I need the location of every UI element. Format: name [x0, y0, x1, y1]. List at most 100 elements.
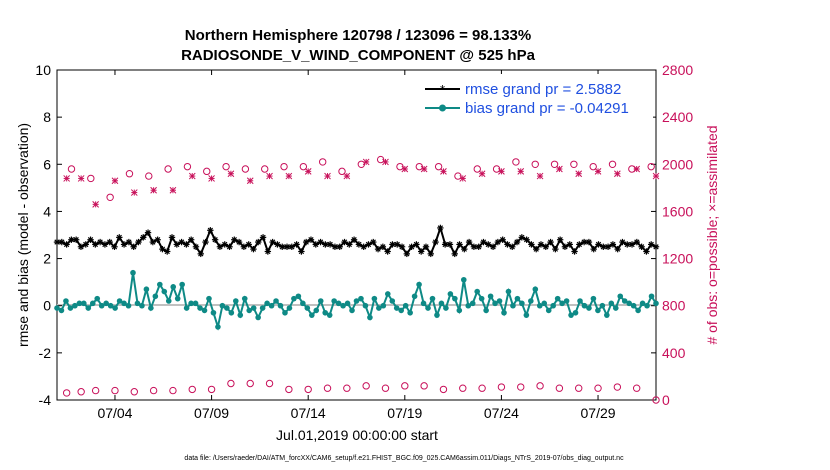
- rmse-point: [480, 238, 487, 246]
- obs-assimilated-marker: [440, 168, 447, 175]
- rmse-point-stroke: [327, 241, 333, 248]
- bias-point: [456, 307, 463, 314]
- rmse-point-stroke: [648, 241, 654, 248]
- obs-possible-marker: [145, 172, 153, 180]
- bias-point: [139, 302, 145, 309]
- bias-point: [201, 307, 208, 314]
- bias-point: [317, 298, 324, 304]
- rmse-point-stroke: [499, 237, 506, 243]
- y2-tick-label: 1600: [662, 203, 693, 219]
- rmse-point-stroke: [78, 244, 84, 250]
- bias-point: [67, 305, 74, 311]
- bias-point: [192, 300, 199, 307]
- bias-point: [76, 300, 83, 307]
- rmse-point-stroke: [586, 239, 592, 245]
- obs-assimilated-marker: [150, 186, 157, 194]
- bias-point: [460, 276, 467, 283]
- rmse-point: [590, 245, 597, 253]
- rmse-point: [274, 241, 281, 248]
- x-axis-label: Jul.01,2019 00:00:00 start: [276, 427, 438, 443]
- rmse-point-stroke: [552, 246, 559, 252]
- rmse-point: [350, 236, 358, 243]
- rmse-point-stroke: [107, 239, 113, 245]
- bias-point: [349, 307, 355, 314]
- rmse-point-stroke: [614, 246, 621, 252]
- bias-point: [519, 300, 525, 307]
- rmse-point-stroke: [629, 241, 635, 248]
- obs-assimilated-marker: [498, 168, 505, 175]
- bias-point: [353, 298, 360, 304]
- obs-possible-marker: [338, 167, 346, 176]
- rmse-point-stroke: [87, 237, 94, 243]
- rmse-point-stroke: [591, 246, 597, 252]
- rmse-point: [408, 243, 415, 250]
- bias-point: [501, 309, 507, 316]
- bias-point: [599, 302, 606, 309]
- rmse-point: [556, 236, 564, 243]
- bias-point: [58, 307, 65, 314]
- rmse-point: [96, 238, 104, 246]
- bias-point: [434, 312, 440, 318]
- rmse-point-stroke: [456, 241, 463, 248]
- rmse-point-stroke: [159, 246, 166, 252]
- rmse-point: [604, 243, 612, 250]
- rmse-point-stroke: [92, 241, 99, 248]
- bias-point: [228, 309, 235, 316]
- bias-point: [112, 305, 118, 311]
- obs-possible-marker: [632, 384, 641, 392]
- y-axis-label: rmse and bias (model - observation): [15, 123, 31, 347]
- bias-point: [510, 302, 516, 309]
- bias-point: [478, 295, 485, 302]
- rmse-point-stroke: [150, 239, 156, 245]
- bias-point: [416, 281, 422, 288]
- obs-possible-marker: [261, 165, 269, 173]
- obs-possible-marker: [575, 384, 583, 392]
- rmse-point: [609, 241, 617, 248]
- obs-assimilated-marker: [401, 165, 409, 173]
- rmse-point: [288, 243, 296, 250]
- rmse-point-stroke: [202, 239, 209, 245]
- rmse-point: [197, 250, 204, 258]
- rmse-point: [116, 234, 123, 241]
- bias-point: [340, 302, 346, 309]
- rmse-point: [518, 234, 526, 241]
- rmse-point: [652, 243, 660, 250]
- rmse-point: [417, 248, 425, 255]
- rmse-point-stroke: [567, 241, 573, 248]
- legend: * rmse grand pr = 2.5882 bias grand pr =…: [421, 74, 653, 118]
- obs-possible-marker: [280, 162, 288, 171]
- bias-point: [443, 305, 449, 311]
- obs-possible-marker: [497, 383, 506, 391]
- obs-possible-marker: [652, 396, 660, 404]
- bias-point: [335, 300, 342, 307]
- obs-possible-marker: [285, 385, 293, 394]
- bias-point: [621, 298, 628, 304]
- rmse-point-stroke: [222, 241, 228, 248]
- rmse-point: [485, 241, 492, 248]
- bias-point: [161, 288, 168, 295]
- rmse-point: [259, 234, 267, 241]
- obs-possible-marker: [203, 167, 211, 176]
- rmse-point: [370, 238, 377, 246]
- bias-point: [116, 298, 123, 304]
- x-tick-label: 07/04: [97, 405, 132, 421]
- rmse-point: [355, 241, 363, 248]
- rmse-point-stroke: [624, 241, 630, 248]
- obs-assimilated-marker: [130, 189, 138, 196]
- obs-possible-marker: [299, 162, 308, 171]
- rmse-point-stroke: [308, 237, 314, 243]
- rmse-point-stroke: [365, 241, 372, 248]
- rmse-point-stroke: [557, 237, 563, 243]
- legend-rmse-marker: *: [440, 82, 445, 97]
- rmse-point: [403, 250, 411, 258]
- rmse-point-stroke: [337, 244, 343, 250]
- obs-possible-marker: [647, 162, 655, 171]
- bias-point: [590, 295, 597, 302]
- bias-point: [148, 305, 154, 311]
- bias-point: [420, 300, 427, 307]
- series-lines: [53, 224, 660, 331]
- y2-tick-label: 800: [662, 298, 686, 314]
- bias-point: [604, 312, 610, 318]
- rmse-point: [643, 248, 650, 255]
- bias-point: [447, 291, 454, 297]
